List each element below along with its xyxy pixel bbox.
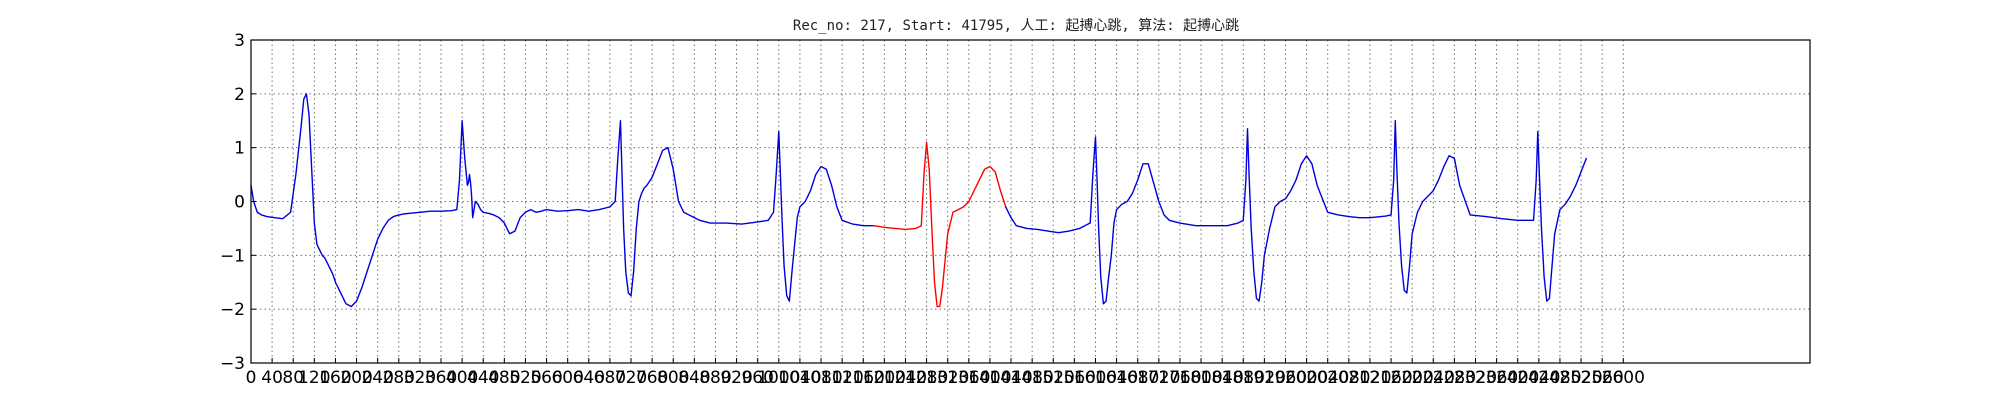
tick-layer: 0 40 8012016020024028032036040044048052056… (220, 31, 1645, 388)
x-tick-label: 1200 (863, 368, 906, 388)
grid-layer (251, 40, 1810, 363)
x-tick-label: 1240 (884, 368, 927, 388)
x-tick-label: 2400 (1496, 368, 1539, 388)
x-tick-label: 1400 (968, 368, 1011, 388)
x-tick-label: 2160 (1369, 368, 1412, 388)
x-tick-label: 1160 (842, 368, 885, 388)
x-tick-label: 880 (699, 368, 731, 388)
x-tick-label: 720 (615, 368, 647, 388)
x-tick-label: 120 (298, 368, 330, 388)
x-tick-label: 2560 (1581, 368, 1624, 388)
x-tick-label: 280 (383, 368, 415, 388)
x-tick-label: 640 (573, 368, 605, 388)
x-tick-label: 560 (530, 368, 562, 388)
ecg-series-line-1 (873, 141, 1007, 308)
y-tick-label: 2 (234, 85, 245, 105)
x-tick-label: 2520 (1559, 368, 1602, 388)
x-tick-label: 480 (488, 368, 520, 388)
x-tick-label: 2280 (1433, 368, 1476, 388)
chart-title: Rec_no: 217, Start: 41795, 人工: 起搏心跳, 算法:… (793, 17, 1239, 34)
x-tick-label: 200 (340, 368, 372, 388)
x-tick-label: 1560 (1053, 368, 1096, 388)
x-tick-label: 680 (594, 368, 626, 388)
x-tick-label: 2240 (1412, 368, 1455, 388)
x-tick-label: 1760 (1158, 368, 1201, 388)
x-tick-label: 2360 (1475, 368, 1518, 388)
x-tick-label: 1880 (1222, 368, 1265, 388)
x-tick-label: 920 (720, 368, 752, 388)
x-tick-label: 1120 (821, 368, 864, 388)
x-tick-label: 240 (361, 368, 393, 388)
x-tick-label: 1960 (1264, 368, 1307, 388)
series-layer (250, 93, 1588, 308)
x-tick-label: 1600 (1074, 368, 1117, 388)
x-tick-label: 1640 (1095, 368, 1138, 388)
x-tick-label: 1440 (989, 368, 1032, 388)
x-tick-label: 2040 (1306, 368, 1349, 388)
x-tick-label: 2440 (1517, 368, 1560, 388)
y-tick-label: 3 (234, 31, 245, 51)
ecg-series-line-0 (250, 93, 875, 308)
x-tick-label: 760 (636, 368, 668, 388)
x-tick-label: 800 (657, 368, 689, 388)
x-tick-label: 2480 (1538, 368, 1581, 388)
x-tick-label: 2120 (1348, 368, 1391, 388)
x-tick-label: 1520 (1032, 368, 1075, 388)
x-tick-label: 80 (282, 368, 304, 388)
x-tick-label: 0 (246, 368, 257, 388)
ecg-series-line-2 (1005, 120, 1588, 305)
x-tick-label: 840 (678, 368, 710, 388)
x-tick-label: 2200 (1391, 368, 1434, 388)
y-tick-label: −3 (220, 354, 245, 374)
x-tick-label: 2320 (1454, 368, 1497, 388)
x-tick-label: 520 (509, 368, 541, 388)
x-tick-label: 2600 (1602, 368, 1645, 388)
x-tick-label: 1720 (1137, 368, 1180, 388)
x-tick-label: 160 (319, 368, 351, 388)
y-tick-label: 1 (234, 139, 245, 159)
x-tick-label: 40 (261, 368, 283, 388)
x-tick-label: 440 (467, 368, 499, 388)
x-tick-label: 1800 (1179, 368, 1222, 388)
x-tick-label: 1000 (757, 368, 800, 388)
y-tick-label: −2 (220, 300, 245, 320)
x-tick-label: 2000 (1285, 368, 1328, 388)
x-tick-label: 320 (404, 368, 436, 388)
x-tick-label: 960 (741, 368, 773, 388)
x-tick-label: 1280 (905, 368, 948, 388)
y-tick-label: −1 (220, 246, 245, 266)
x-tick-label: 1680 (1116, 368, 1159, 388)
x-tick-label: 400 (446, 368, 478, 388)
x-tick-label: 1840 (1201, 368, 1244, 388)
x-tick-label: 1480 (1011, 368, 1054, 388)
y-tick-label: 0 (234, 193, 245, 213)
x-tick-label: 1360 (947, 368, 990, 388)
x-tick-label: 1920 (1243, 368, 1286, 388)
x-tick-label: 1320 (926, 368, 969, 388)
x-tick-label: 2080 (1327, 368, 1370, 388)
x-tick-label: 600 (551, 368, 583, 388)
x-tick-label: 360 (425, 368, 457, 388)
x-tick-label: 1040 (778, 368, 821, 388)
x-tick-label: 1080 (799, 368, 842, 388)
